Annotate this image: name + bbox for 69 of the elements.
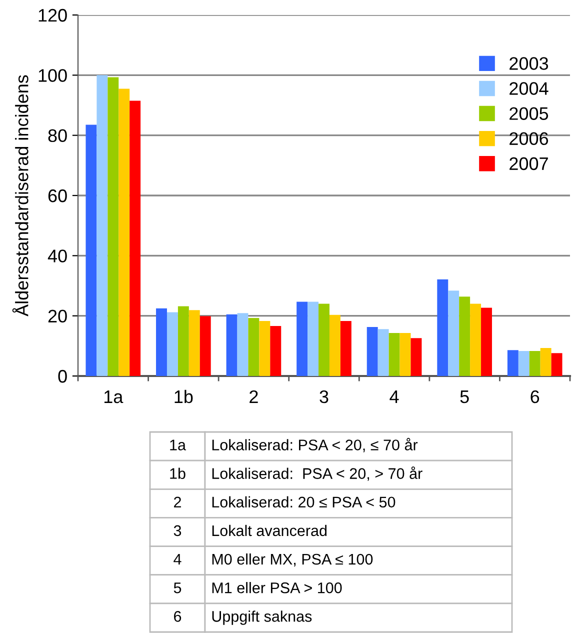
text: 6 bbox=[174, 610, 182, 622]
x-tick-label: 1b bbox=[174, 390, 193, 404]
text: Lokaliserad: 20 ≤ PSA < 50 bbox=[212, 496, 396, 508]
bar bbox=[308, 302, 319, 376]
bar bbox=[437, 279, 448, 376]
text: 2 bbox=[174, 496, 181, 508]
x-tick-label: 2 bbox=[250, 390, 258, 403]
bar bbox=[166, 312, 178, 376]
bar bbox=[410, 338, 422, 376]
bar bbox=[248, 318, 260, 376]
y-axis-title: Åldersstandardiserad incidens bbox=[12, 75, 28, 316]
bar bbox=[86, 124, 97, 376]
x-tick-label: 5 bbox=[460, 390, 469, 404]
bar bbox=[118, 88, 130, 376]
bar bbox=[366, 326, 378, 376]
text: M0 eller MX, PSA ≤ 100 bbox=[212, 553, 373, 566]
bar bbox=[178, 306, 189, 376]
text: 1a bbox=[170, 440, 186, 450]
bar bbox=[378, 329, 389, 376]
y-tick-label: 80 bbox=[48, 129, 67, 142]
bar bbox=[529, 351, 540, 376]
bar bbox=[226, 314, 238, 376]
bar bbox=[540, 348, 552, 376]
text: M1 eller PSA > 100 bbox=[212, 582, 342, 594]
text: Lokaliserad: PSA < 20, > 70 år bbox=[212, 466, 422, 481]
legend-label: 2007 bbox=[510, 157, 548, 170]
text: 4 bbox=[174, 554, 182, 565]
bar bbox=[318, 304, 330, 376]
bar bbox=[340, 320, 352, 376]
bar bbox=[188, 310, 200, 376]
bar bbox=[108, 77, 119, 376]
bar bbox=[400, 332, 411, 376]
bar bbox=[156, 308, 167, 376]
bar bbox=[130, 100, 141, 376]
y-tick-label: 0 bbox=[58, 370, 67, 383]
bar bbox=[518, 351, 530, 376]
y-tick-label: 60 bbox=[48, 189, 67, 202]
y-tick-label: 40 bbox=[48, 250, 67, 262]
bar bbox=[200, 316, 211, 376]
x-tick-label: 6 bbox=[530, 390, 540, 404]
bar bbox=[96, 75, 108, 376]
y-tick-label: 20 bbox=[48, 310, 67, 323]
text: 5 bbox=[174, 582, 182, 594]
legend-label: 2005 bbox=[510, 107, 548, 120]
bar bbox=[448, 290, 460, 376]
bar bbox=[507, 350, 518, 376]
legend-label: 2006 bbox=[510, 132, 548, 146]
bar bbox=[551, 353, 562, 376]
bar bbox=[470, 304, 482, 376]
y-tick-label: 100 bbox=[38, 69, 67, 82]
y-tick-label: 120 bbox=[38, 8, 67, 22]
bar bbox=[388, 332, 400, 376]
bar bbox=[259, 320, 270, 376]
text: Lokalt avancerad bbox=[212, 524, 327, 536]
bar bbox=[459, 296, 470, 376]
x-tick-label: 1a bbox=[104, 390, 124, 404]
x-tick-label: 4 bbox=[390, 390, 399, 403]
bar bbox=[270, 326, 282, 376]
text: 3 bbox=[174, 525, 182, 536]
text: Lokaliserad: PSA < 20, ≤ 70 år bbox=[212, 438, 418, 452]
legend-label: 2004 bbox=[510, 82, 548, 95]
bar bbox=[329, 314, 340, 376]
bar bbox=[481, 308, 492, 376]
legend-label: 2003 bbox=[510, 57, 548, 70]
x-tick-label: 3 bbox=[320, 390, 328, 404]
bar bbox=[296, 302, 308, 376]
text: Uppgift saknas bbox=[212, 610, 312, 625]
bar bbox=[237, 313, 248, 376]
text: 1b bbox=[170, 468, 186, 479]
